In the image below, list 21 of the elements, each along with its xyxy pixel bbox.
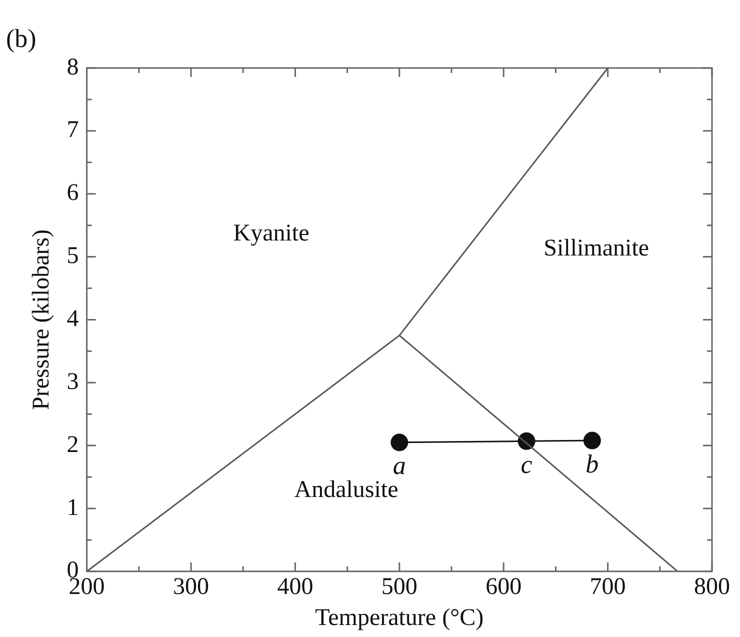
y-tick-label: 2 [66, 432, 79, 458]
x-tick-label: 600 [486, 574, 522, 600]
x-tick-label: 300 [173, 574, 209, 600]
y-axis-title: Pressure (kilobars) [28, 229, 55, 410]
data-label: c [520, 450, 533, 479]
x-tick-label: 500 [381, 574, 418, 600]
x-axis-title: Temperature (°C) [315, 604, 484, 631]
y-tick-label: 1 [66, 494, 79, 521]
data-label: b [586, 449, 599, 478]
annotation: Kyanite [233, 220, 310, 246]
y-tick-label: 5 [66, 243, 79, 270]
y-tick-label: 6 [66, 180, 79, 206]
text: (b) [6, 24, 36, 53]
x-tick-label: 700 [590, 574, 626, 600]
y-tick-label: 4 [66, 306, 79, 332]
x-tick-label: 800 [694, 574, 730, 600]
x-tick-label: 400 [277, 574, 314, 600]
y-tick-label: 8 [66, 54, 79, 80]
annotation: Sillimanite [544, 236, 649, 262]
y-tick-label: 3 [66, 368, 79, 395]
y-tick-label: 7 [66, 117, 79, 144]
